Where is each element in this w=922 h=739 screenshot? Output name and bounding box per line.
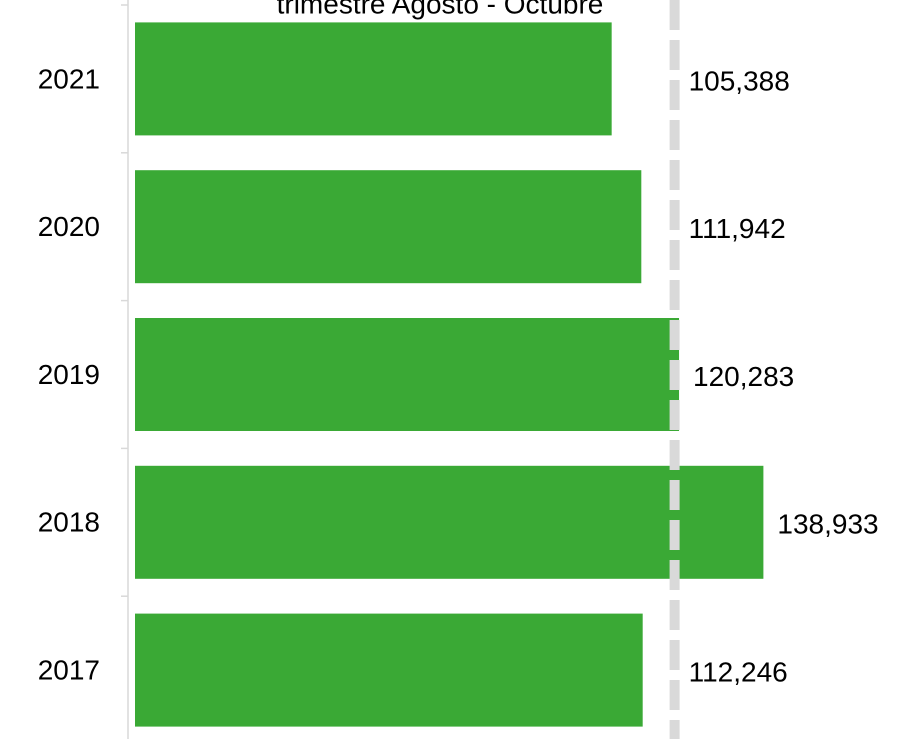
- bar: [135, 22, 612, 136]
- value-label: 112,246: [689, 656, 788, 687]
- y-tick-label: 2021: [38, 63, 100, 94]
- chart-title: trimestre Agosto - Octubre: [277, 0, 604, 19]
- bar: [135, 170, 642, 284]
- y-tick-label: 2019: [38, 359, 100, 390]
- value-label: 105,388: [689, 65, 790, 96]
- y-tick-label: 2020: [38, 211, 100, 242]
- bar: [135, 613, 643, 727]
- y-tick-label: 2018: [38, 507, 100, 538]
- bar: [135, 465, 764, 579]
- y-tick-label: 2017: [38, 654, 100, 685]
- value-label: 138,933: [777, 509, 878, 540]
- value-label: 111,942: [689, 213, 786, 244]
- value-label: 120,283: [693, 361, 794, 392]
- bar: [135, 318, 680, 431]
